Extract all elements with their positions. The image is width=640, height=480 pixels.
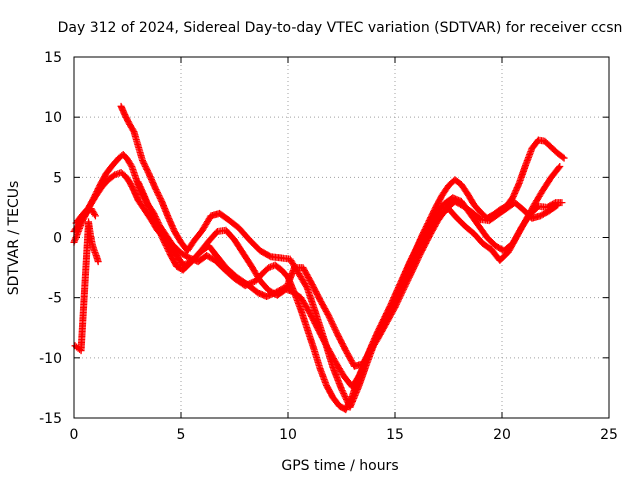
data-point xyxy=(382,317,390,325)
x-tick-label: 0 xyxy=(70,427,79,443)
data-point xyxy=(340,391,348,399)
data-point xyxy=(381,318,389,326)
series-track-4 xyxy=(71,163,564,370)
y-tick-label: -5 xyxy=(48,291,62,307)
data-point xyxy=(332,327,340,335)
x-tick-label: 25 xyxy=(600,427,618,443)
y-tick-label: 10 xyxy=(44,110,62,126)
data-point xyxy=(407,263,415,271)
data-point xyxy=(559,153,567,161)
data-point xyxy=(555,164,563,172)
data-point xyxy=(405,267,413,275)
data-point xyxy=(409,258,417,266)
data-point xyxy=(328,318,336,326)
y-tick-label: -10 xyxy=(39,351,62,367)
x-tick-label: 10 xyxy=(279,427,297,443)
data-point xyxy=(550,199,558,207)
data-point xyxy=(94,258,102,266)
x-tick-label: 5 xyxy=(177,427,186,443)
data-point xyxy=(328,319,336,327)
chart-title: Day 312 of 2024, Sidereal Day-to-day VTE… xyxy=(58,20,623,36)
data-points xyxy=(70,102,568,414)
y-axis-label: SDTVAR / TECUs xyxy=(6,181,22,296)
data-point xyxy=(378,324,386,332)
data-point xyxy=(91,212,99,220)
y-tick-label: 15 xyxy=(44,50,62,66)
data-point xyxy=(403,270,411,278)
data-point xyxy=(377,326,385,334)
data-point xyxy=(326,315,334,323)
data-point xyxy=(379,323,387,331)
data-point xyxy=(330,324,338,332)
data-point xyxy=(325,312,333,320)
y-tick-label: 5 xyxy=(53,170,62,186)
data-point xyxy=(402,273,410,281)
y-tick-label: -15 xyxy=(39,411,62,427)
data-point xyxy=(407,261,415,269)
data-point xyxy=(341,393,349,401)
data-point xyxy=(327,316,335,324)
data-point xyxy=(129,126,137,134)
plot-frame xyxy=(73,56,610,419)
data-point xyxy=(382,315,390,323)
data-point xyxy=(339,388,347,396)
data-point xyxy=(380,321,388,329)
data-point xyxy=(331,325,339,333)
data-point xyxy=(338,387,346,395)
data-point xyxy=(91,210,99,218)
y-tick-label: 0 xyxy=(53,231,62,247)
data-point xyxy=(377,327,385,335)
data-point xyxy=(402,272,410,280)
grid-lines xyxy=(74,57,609,418)
data-point xyxy=(342,396,350,404)
data-point xyxy=(383,314,391,322)
data-point xyxy=(338,385,345,393)
x-tick-label: 15 xyxy=(386,427,404,443)
data-point xyxy=(560,154,568,162)
x-tick-label: 20 xyxy=(493,427,511,443)
data-point xyxy=(342,394,350,402)
data-point xyxy=(330,322,338,330)
data-point xyxy=(329,321,337,329)
data-point xyxy=(408,260,416,268)
x-axis-label: GPS time / hours xyxy=(281,458,398,474)
data-point xyxy=(405,266,413,274)
axis-ticks: 0 5 10 15 20 25 -15 -10 -5 0 5 10 15 xyxy=(39,50,618,443)
data-point xyxy=(556,163,564,171)
series-track-1 xyxy=(70,136,568,414)
data-point xyxy=(249,278,257,286)
data-point xyxy=(380,320,388,328)
data-point xyxy=(410,257,418,265)
data-point xyxy=(340,390,348,398)
data-point xyxy=(404,269,412,277)
data-point xyxy=(558,199,566,207)
data-point xyxy=(406,264,414,272)
data-point xyxy=(376,329,384,337)
data-point xyxy=(325,313,333,321)
